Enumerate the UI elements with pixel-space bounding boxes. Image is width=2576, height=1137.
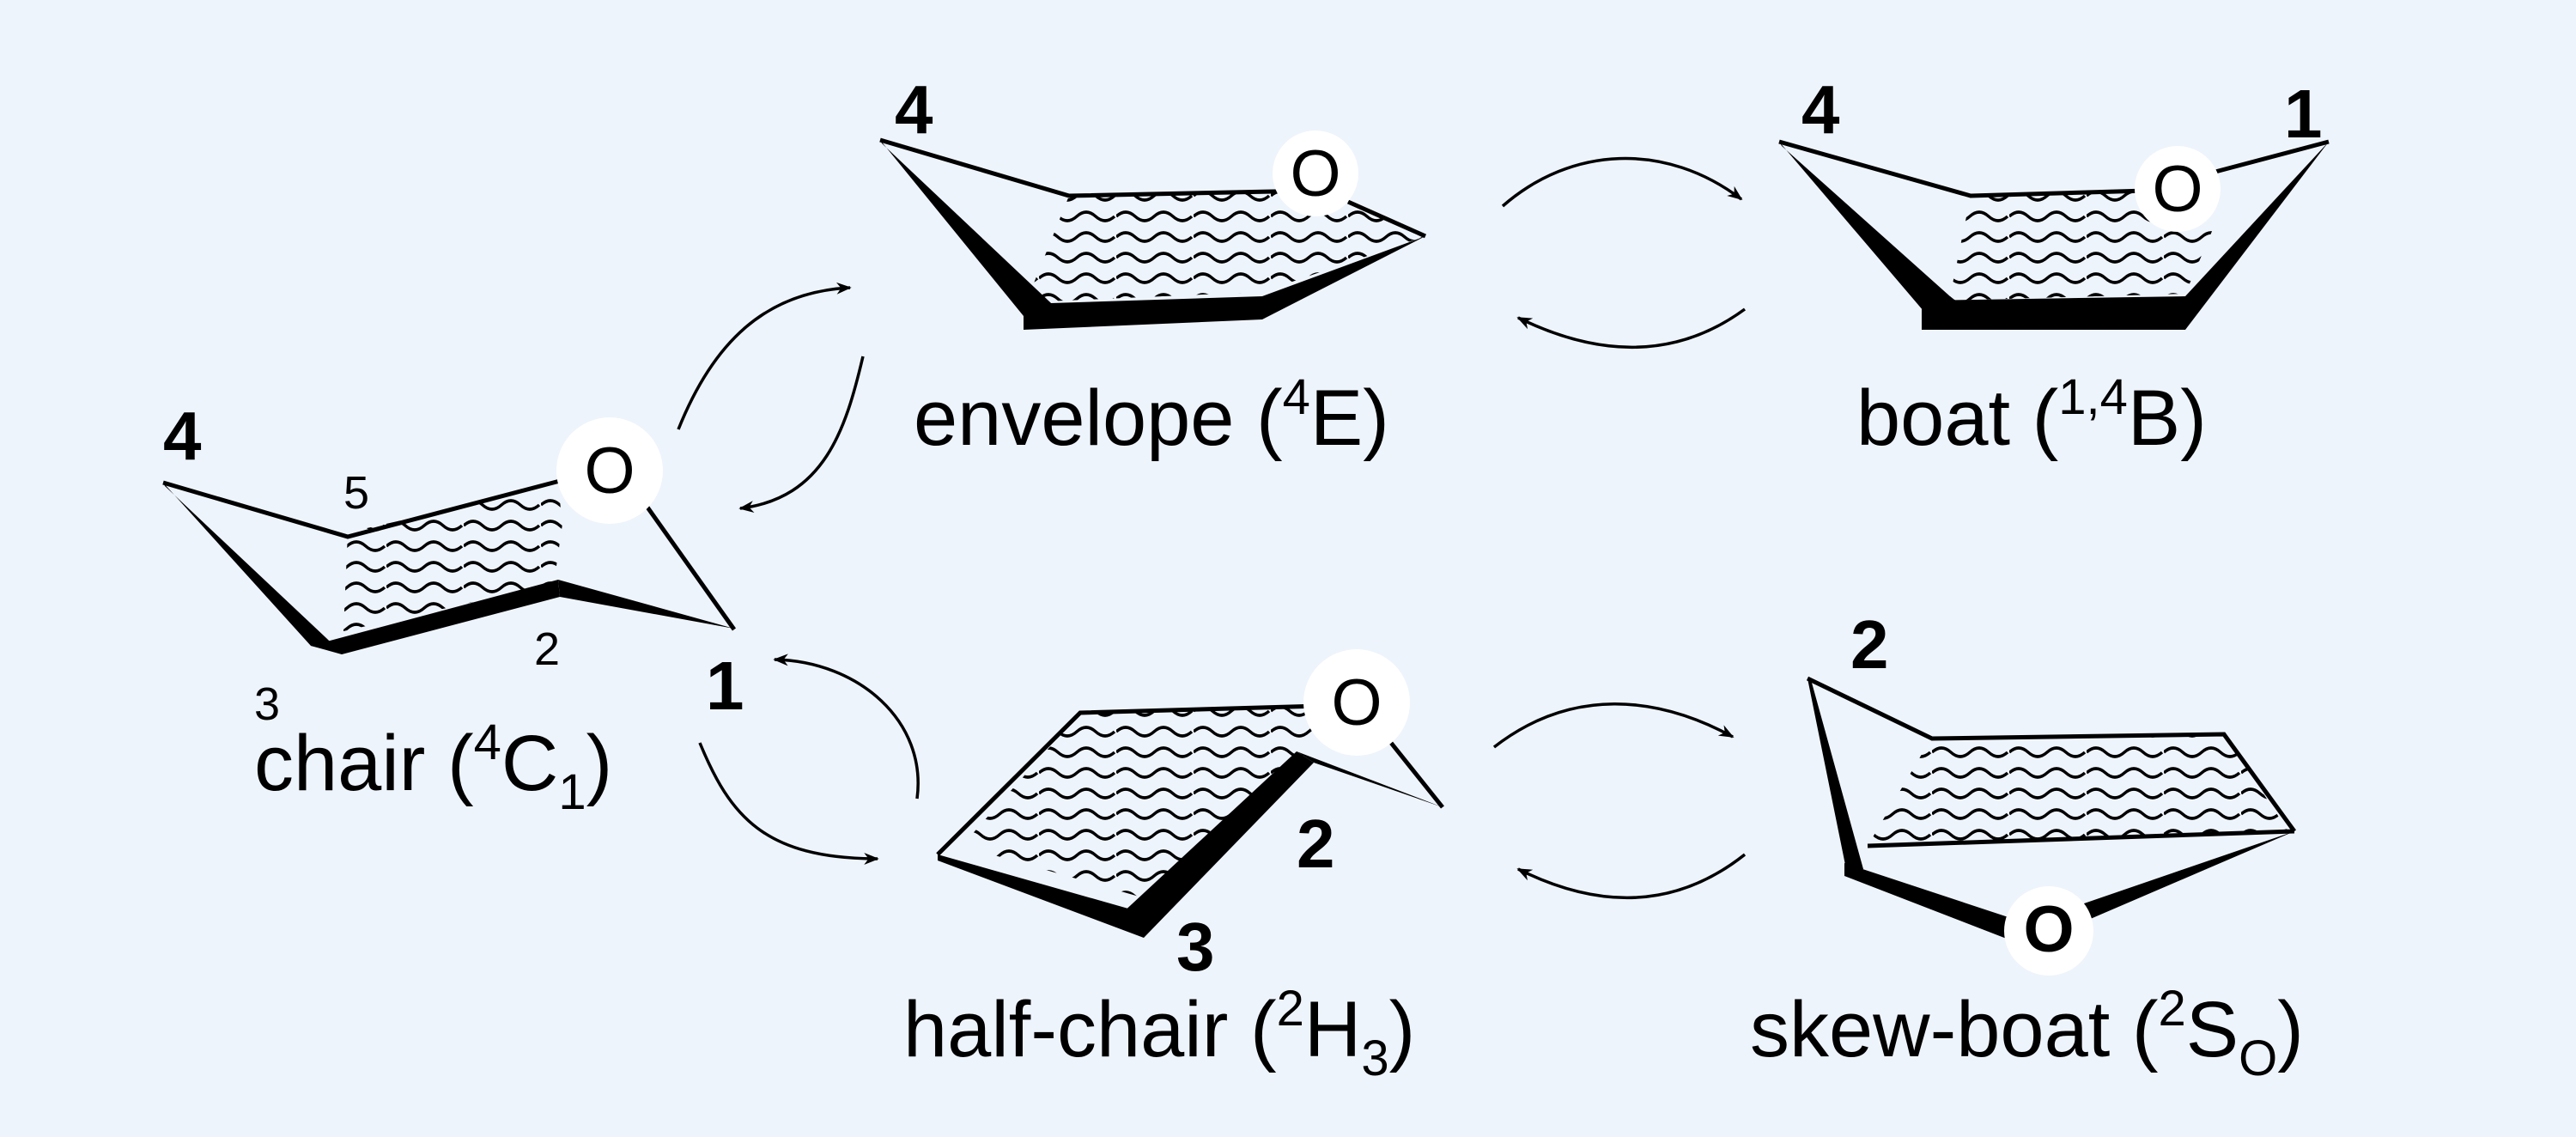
skew-boat-notation-pre: 2 [2159,981,2186,1037]
arrow-skew-boat-to-half-chair [1516,853,1747,899]
half-chair-oxygen-label: O [1331,666,1382,739]
half-chair-c3-label: 3 [1176,909,1215,985]
skew-boat-oxygen-halo [2004,886,2093,976]
half-chair-conformer: O 2 3 half-chair (2H3) [903,649,1444,1086]
arrow-boat-to-envelope [1516,307,1747,350]
half-chair-right-edge [1389,741,1444,809]
envelope-c4-label: 4 [895,71,933,148]
half-chair-notation-sub: 3 [1361,1031,1388,1086]
boat-oxygen-halo [2135,146,2221,232]
chair-notation-pre: 4 [474,714,501,770]
arrow-chair-to-half-chair [698,742,879,865]
boat-caption: boat (1,4B) [1856,369,2207,462]
chair-notation-sub: 1 [558,764,586,820]
half-chair-notation-pre: 2 [1277,981,1304,1037]
boat-conformer: O 4 1 boat (1,4B) [1778,71,2330,462]
envelope-oxygen-halo [1273,131,1358,216]
arrow-envelope-to-chair [738,356,865,514]
chair-bold-edge-right [558,580,734,629]
envelope-ring-face [1026,191,1425,302]
skew-boat-top-edge [1806,676,2297,833]
envelope-oxygen-label: O [1290,137,1340,210]
boat-c4-label: 4 [1801,71,1840,148]
envelope-notation-letter: E [1310,374,1363,462]
half-chair-ring-face [962,706,1322,897]
envelope-conformer: O 4 envelope (4E) [879,71,1427,462]
equilibrium-arrows [677,156,1747,899]
arrow-half-chair-to-chair [773,654,920,800]
half-chair-name: half-chair [903,986,1228,1073]
chair-c2-label: 2 [534,623,560,675]
envelope-name: envelope [914,374,1234,462]
envelope-caption: envelope (4E) [914,369,1389,462]
half-chair-top-edge [936,703,1323,856]
skew-boat-conformer: O 2 skew-boat (2SO) [1750,606,2304,1086]
arrow-chair-to-envelope [677,282,852,430]
half-chair-bold-edge-left [938,854,1144,938]
half-chair-bold-edge-right [1297,751,1443,807]
chair-notation-letter: C [501,720,558,807]
chair-c3-label: 3 [254,678,280,730]
half-chair-oxygen-halo [1303,649,1410,756]
chair-bold-edge-front [311,580,560,654]
chair-c4-label: 4 [163,398,202,474]
envelope-right-edge [1346,199,1427,239]
envelope-bold-edge-front [1024,296,1262,330]
chair-top-edge [162,478,561,539]
envelope-bold-edge-right [1262,236,1425,319]
boat-c1-label: 1 [2284,76,2323,152]
boat-oxygen-label: O [2152,153,2202,226]
chair-c5-label: 5 [343,467,369,519]
skew-boat-back-edge [1867,829,2295,848]
boat-top-edge [1778,139,2148,198]
envelope-notation-pre: 4 [1283,369,1310,425]
boat-notation-pre: 1,4 [2058,369,2128,425]
chair-name: chair [254,720,425,807]
half-chair-notation-letter: H [1304,986,1361,1073]
chair-conformer: O 4 5 3 2 1 chair (4C1) [162,398,744,820]
skew-boat-bold-edge-left [1807,678,1863,869]
arrow-half-chair-to-skew-boat [1492,702,1735,749]
envelope-top-edge [879,137,1315,198]
boat-name: boat [1856,374,2010,462]
skew-boat-notation-sub: O [2239,1031,2277,1086]
chair-right-edge [641,501,737,631]
boat-bold-edge-right [2185,142,2329,330]
arrow-envelope-to-boat [1501,156,1743,208]
half-chair-caption: half-chair (2H3) [903,981,1415,1086]
chair-caption: chair (4C1) [254,714,612,820]
skew-boat-oxygen-label: O [2023,893,2074,966]
boat-bold-edge-front [1922,296,2185,330]
skew-boat-caption: skew-boat (2SO) [1750,981,2304,1086]
half-chair-bold-edge-rise [1121,751,1314,938]
chair-c1-label: 1 [706,648,744,724]
half-chair-c2-label: 2 [1297,806,1335,882]
skew-boat-bold-edge-right [2026,831,2294,946]
skew-boat-notation-letter: S [2186,986,2239,1073]
chair-oxygen-halo [556,417,663,524]
skew-boat-c2-label: 2 [1850,606,1889,683]
chair-oxygen-label: O [584,435,635,508]
skew-boat-ring-face [1868,734,2288,846]
boat-notation-letter: B [2128,374,2180,462]
skew-boat-bold-edge-front [1844,863,2026,946]
boat-right-top-edge [2215,139,2330,174]
skew-boat-name: skew-boat [1750,986,2110,1073]
